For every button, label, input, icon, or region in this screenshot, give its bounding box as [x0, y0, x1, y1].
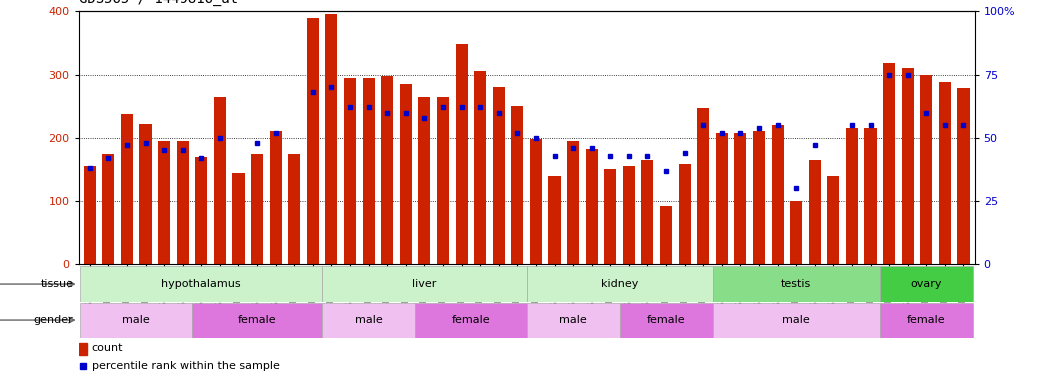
- Bar: [920, 75, 933, 264]
- Text: GDS565 / 1449816_at: GDS565 / 1449816_at: [79, 0, 238, 6]
- Bar: [344, 78, 356, 264]
- Bar: [415, 303, 526, 338]
- Text: percentile rank within the sample: percentile rank within the sample: [91, 361, 280, 371]
- Text: male: male: [354, 315, 383, 325]
- Bar: [586, 148, 597, 264]
- Bar: [381, 76, 393, 264]
- Text: male: male: [782, 315, 810, 325]
- Bar: [214, 97, 226, 264]
- Bar: [883, 63, 895, 264]
- Bar: [526, 266, 713, 302]
- Bar: [307, 18, 319, 264]
- Text: gender: gender: [34, 315, 73, 325]
- Bar: [567, 141, 580, 264]
- Bar: [252, 154, 263, 264]
- Bar: [456, 44, 467, 264]
- Bar: [139, 124, 152, 264]
- Bar: [325, 14, 337, 264]
- Bar: [526, 303, 619, 338]
- Bar: [880, 266, 973, 302]
- Bar: [418, 97, 431, 264]
- Bar: [713, 303, 880, 338]
- Bar: [713, 266, 880, 302]
- Bar: [752, 132, 765, 264]
- Text: male: male: [560, 315, 587, 325]
- Bar: [548, 176, 561, 264]
- Bar: [437, 97, 449, 264]
- Bar: [493, 87, 505, 264]
- Bar: [195, 157, 208, 264]
- Bar: [177, 141, 189, 264]
- Bar: [103, 154, 114, 264]
- Bar: [322, 303, 415, 338]
- Bar: [399, 84, 412, 264]
- Text: testis: testis: [781, 279, 811, 289]
- Bar: [269, 132, 282, 264]
- Text: female: female: [452, 315, 490, 325]
- Bar: [80, 343, 87, 355]
- Text: female: female: [907, 315, 945, 325]
- Text: kidney: kidney: [601, 279, 638, 289]
- Text: tissue: tissue: [41, 279, 73, 289]
- Bar: [81, 303, 192, 338]
- Bar: [233, 172, 244, 264]
- Bar: [84, 166, 95, 264]
- Bar: [958, 88, 969, 264]
- Bar: [865, 128, 876, 264]
- Bar: [827, 176, 839, 264]
- Bar: [619, 303, 713, 338]
- Bar: [846, 128, 858, 264]
- Text: female: female: [647, 315, 685, 325]
- Bar: [623, 166, 635, 264]
- Bar: [809, 160, 821, 264]
- Bar: [511, 106, 523, 264]
- Text: ovary: ovary: [911, 279, 942, 289]
- Text: male: male: [123, 315, 150, 325]
- Text: liver: liver: [412, 279, 437, 289]
- Text: hypothalamus: hypothalamus: [161, 279, 241, 289]
- Bar: [605, 170, 616, 264]
- Bar: [121, 114, 133, 264]
- Bar: [771, 125, 784, 264]
- Bar: [81, 266, 322, 302]
- Bar: [716, 134, 728, 264]
- Text: count: count: [91, 344, 123, 354]
- Bar: [790, 201, 802, 264]
- Bar: [901, 68, 914, 264]
- Bar: [880, 303, 973, 338]
- Bar: [530, 139, 542, 264]
- Bar: [192, 303, 322, 338]
- Bar: [735, 134, 746, 264]
- Bar: [322, 266, 526, 302]
- Bar: [474, 71, 486, 264]
- Text: female: female: [238, 315, 277, 325]
- Bar: [679, 164, 691, 264]
- Bar: [288, 154, 301, 264]
- Bar: [158, 141, 170, 264]
- Bar: [697, 108, 709, 264]
- Bar: [660, 206, 672, 264]
- Bar: [363, 78, 374, 264]
- Bar: [939, 82, 951, 264]
- Bar: [641, 160, 654, 264]
